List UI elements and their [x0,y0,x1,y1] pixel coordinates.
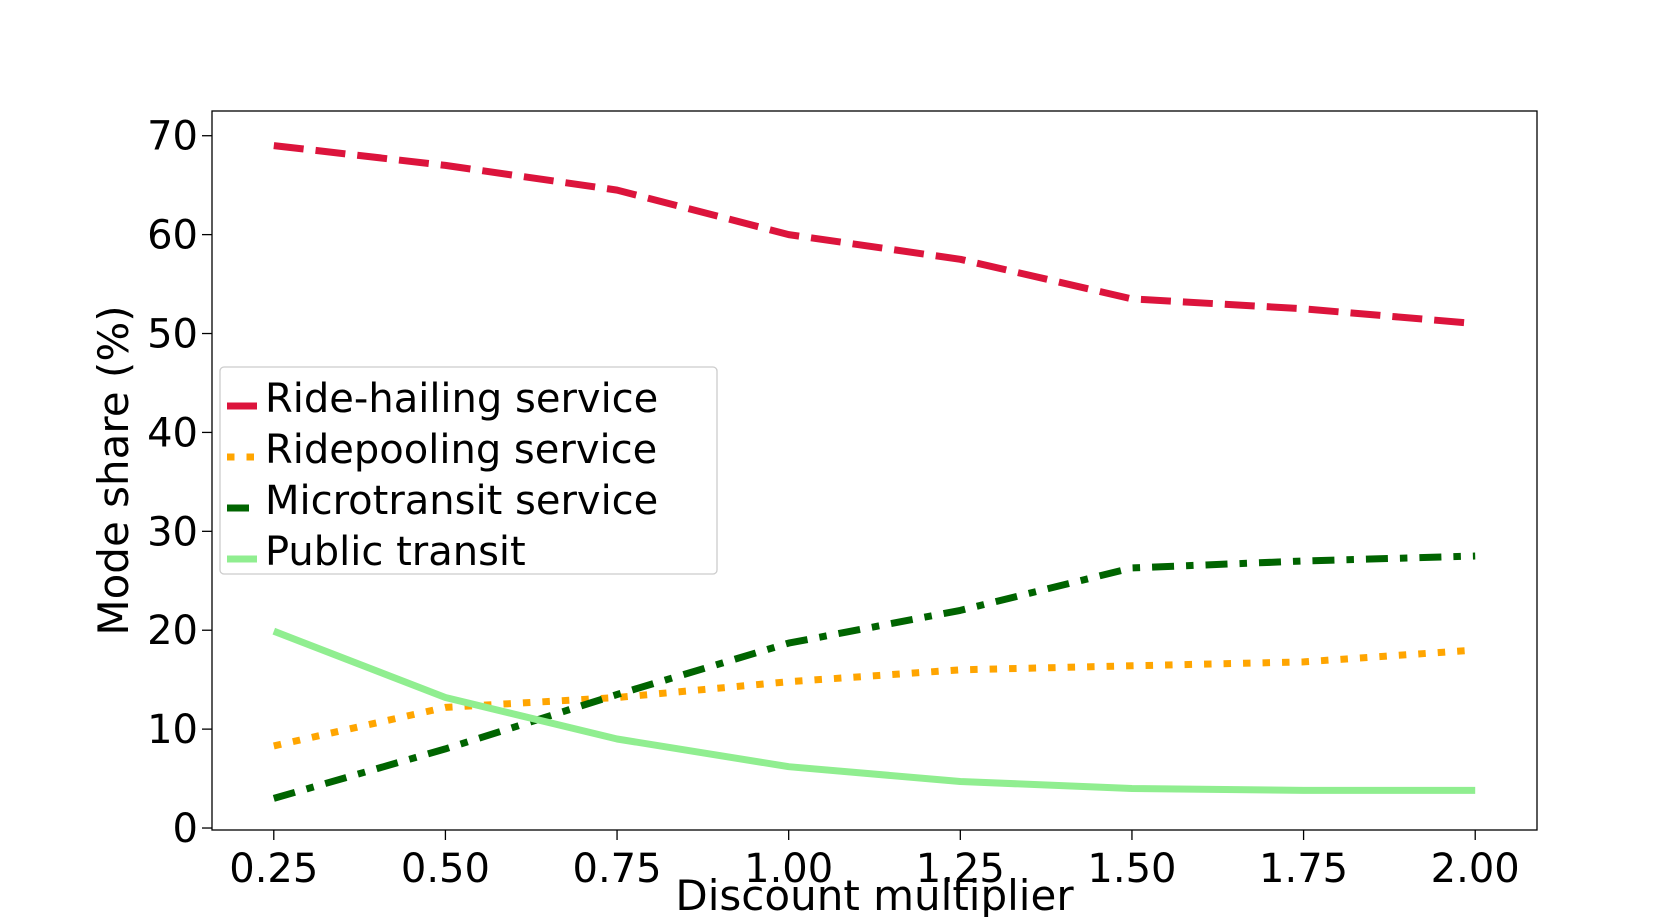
y-axis-label: Mode share (%) [89,305,138,635]
plot-area-frame [211,110,1538,831]
y-tick-label: 0 [173,806,198,852]
x-tick-label: 0.75 [573,846,662,892]
y-tick-label: 40 [147,410,198,456]
y-tick-label: 10 [147,707,198,753]
series-line-1 [273,142,1476,328]
x-tick-label: 2.00 [1431,846,1520,892]
legend-label-1: Ride-hailing service [265,376,658,422]
series-line-3 [272,552,1476,802]
y-tick-label: 20 [147,608,198,654]
legend-box [219,366,718,575]
x-axis-ticks: 0.25 0.50 0.75 1.00 1.25 1.50 1.75 2.00 [229,830,1520,892]
series-line-4 [272,627,1476,794]
x-tick-label: 1.25 [916,846,1005,892]
legend-label-3: Microtransit service [265,478,658,524]
x-axis-label: Discount multiplier [675,871,1074,917]
legend-label-4: Public transit [265,529,526,575]
series-lines [272,142,1476,802]
x-tick-label: 1.50 [1087,846,1176,892]
y-axis-ticks: 0 10 20 30 40 50 60 70 [147,114,212,852]
y-tick-label: 60 [147,213,198,259]
legend: Ride-hailing service Ridepooling service M… [219,366,718,575]
y-tick-label: 50 [147,312,198,358]
y-tick-label: 30 [147,509,198,555]
legend-label-2: Ridepooling service [265,427,657,473]
x-tick-label: 1.00 [744,846,833,892]
y-tick-label: 70 [147,114,198,160]
x-tick-label: 0.50 [401,846,490,892]
series-line-2 [273,646,1476,750]
x-tick-label: 0.25 [229,846,318,892]
x-tick-label: 1.75 [1259,846,1348,892]
